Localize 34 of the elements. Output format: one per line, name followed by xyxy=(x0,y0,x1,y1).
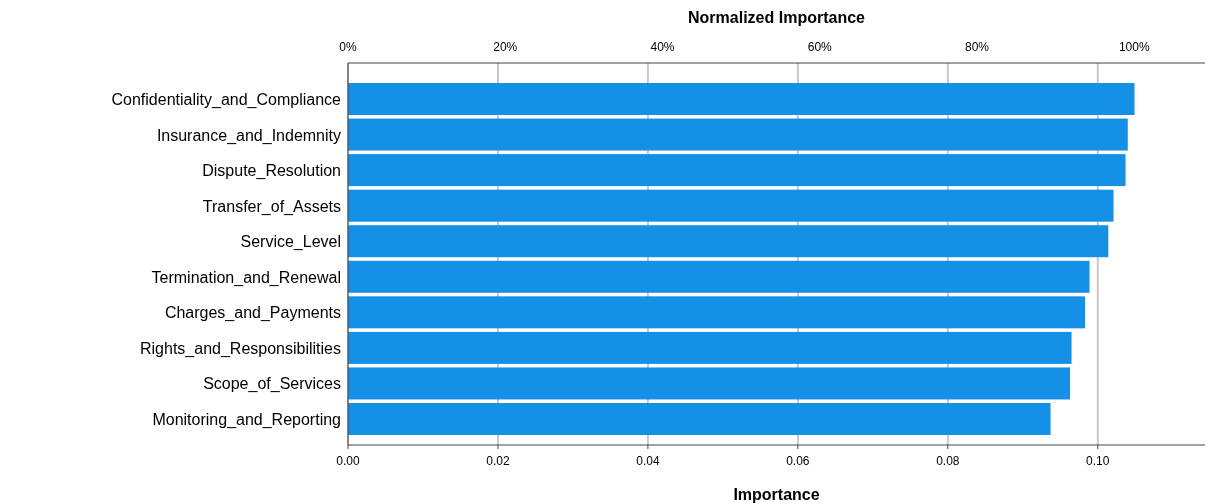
x-tick-label: 0.10 xyxy=(1086,454,1110,468)
x2-tick-label: 40% xyxy=(650,40,675,54)
y-tick-label: Confidentiality_and_Compliance xyxy=(111,91,342,109)
x2-tick-label: 20% xyxy=(493,40,518,54)
x-axis-title: Importance xyxy=(733,486,820,503)
y-tick-label: Termination_and_Renewal xyxy=(151,268,341,287)
bar xyxy=(348,367,1071,400)
y-tick-label: Charges_and_Payments xyxy=(164,304,341,323)
y-tick-label: Scope_of_Services xyxy=(203,375,341,394)
y-tick-label: Insurance_and_Indemnity xyxy=(156,126,341,145)
x2-tick-label: 100% xyxy=(1118,40,1150,54)
x-tick-label: 0.06 xyxy=(786,454,810,468)
x2-tick-label: 60% xyxy=(807,40,833,54)
bar xyxy=(348,189,1114,222)
bar xyxy=(348,260,1090,293)
x-tick-label: 0.02 xyxy=(486,454,510,468)
x-tick-label: 0.00 xyxy=(336,454,360,468)
x-tick-label: 0.08 xyxy=(936,454,960,468)
bar xyxy=(348,83,1135,115)
y-tick-label: Dispute_Resolution xyxy=(202,162,341,181)
bar xyxy=(348,331,1072,364)
bar xyxy=(348,154,1126,187)
x-tick-label: 0.04 xyxy=(636,454,660,468)
y-tick-label: Transfer_of_Assets xyxy=(202,197,341,216)
bar xyxy=(348,118,1128,151)
y-tick-label: Monitoring_and_Reporting xyxy=(152,411,341,429)
x2-tick-label: 80% xyxy=(964,40,990,54)
bar xyxy=(348,403,1051,435)
y-tick-label: Rights_and_Responsibilities xyxy=(139,339,341,358)
bar xyxy=(348,225,1109,258)
bar xyxy=(348,296,1086,329)
chart-title: Normalized Importance xyxy=(688,9,866,26)
y-tick-label: Service_Level xyxy=(240,233,341,252)
x2-tick-label: 0% xyxy=(339,40,357,54)
